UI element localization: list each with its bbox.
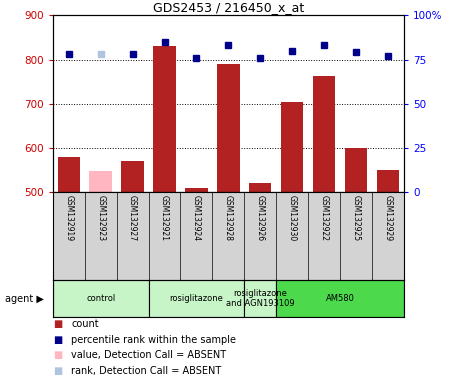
Text: ■: ■ (53, 335, 62, 345)
Bar (149, 280, 244, 317)
Text: GSM132928: GSM132928 (224, 195, 233, 241)
Text: GSM132929: GSM132929 (383, 195, 392, 241)
Text: AM580: AM580 (325, 294, 354, 303)
Text: rosiglitazone: rosiglitazone (169, 294, 224, 303)
Text: value, Detection Call = ABSENT: value, Detection Call = ABSENT (71, 350, 226, 360)
Text: GSM132919: GSM132919 (64, 195, 73, 241)
Text: GSM132927: GSM132927 (128, 195, 137, 241)
Text: GSM132921: GSM132921 (160, 195, 169, 241)
Text: rank, Detection Call = ABSENT: rank, Detection Call = ABSENT (71, 366, 221, 376)
Bar (153, 46, 176, 192)
Bar (185, 188, 207, 192)
Text: ■: ■ (53, 319, 62, 329)
Text: GSM132930: GSM132930 (288, 195, 297, 241)
Text: ■: ■ (53, 350, 62, 360)
Bar (345, 148, 367, 192)
Bar (281, 103, 303, 192)
Text: percentile rank within the sample: percentile rank within the sample (71, 335, 236, 345)
Text: ■: ■ (53, 366, 62, 376)
Bar (313, 76, 335, 192)
Text: GSM132922: GSM132922 (319, 195, 329, 241)
Bar (249, 183, 271, 192)
Title: GDS2453 / 216450_x_at: GDS2453 / 216450_x_at (153, 1, 304, 14)
Bar (122, 161, 144, 192)
Text: count: count (71, 319, 99, 329)
Bar (276, 280, 404, 317)
Bar (217, 64, 240, 192)
Bar (90, 171, 112, 192)
Bar (377, 170, 399, 192)
Text: GSM132925: GSM132925 (352, 195, 360, 241)
Text: agent ▶: agent ▶ (5, 293, 44, 304)
Text: rosiglitazone
and AGN193109: rosiglitazone and AGN193109 (226, 289, 295, 308)
Bar (53, 280, 149, 317)
Text: GSM132924: GSM132924 (192, 195, 201, 241)
Bar (244, 280, 276, 317)
Text: GSM132926: GSM132926 (256, 195, 265, 241)
Bar (57, 157, 80, 192)
Text: GSM132923: GSM132923 (96, 195, 105, 241)
Text: control: control (86, 294, 115, 303)
